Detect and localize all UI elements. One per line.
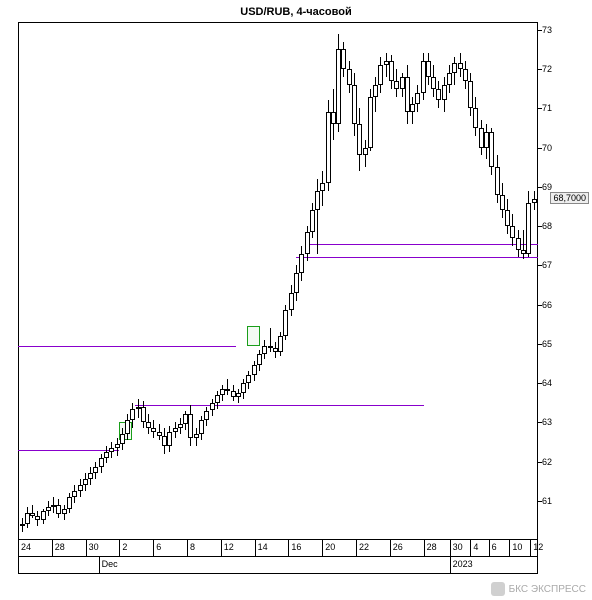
last-price-label: 68,7000 <box>550 192 589 204</box>
support-line <box>307 244 538 245</box>
y-tick-label: 63 <box>542 417 552 427</box>
support-line <box>296 257 538 258</box>
y-tick-label: 67 <box>542 260 552 270</box>
y-tick-label: 73 <box>542 25 552 35</box>
x-tick-label: 20 <box>323 540 357 556</box>
y-tick-label: 62 <box>542 457 552 467</box>
x-tick-label: 28 <box>53 540 87 556</box>
x-tick-label: 30 <box>87 540 121 556</box>
watermark-text: БКС ЭКСПРЕСС <box>509 584 586 595</box>
chart-title: USD/RUB, 4-часовой <box>0 6 592 18</box>
x-tick-label: Dec <box>100 557 451 573</box>
plot-area[interactable] <box>18 22 538 540</box>
x-tick-label: 24 <box>19 540 53 556</box>
x-axis-days: 2428302681214162022262830461012 <box>18 540 538 557</box>
y-tick-label: 71 <box>542 103 552 113</box>
x-tick-label: 4 <box>471 540 489 556</box>
x-axis-months: Dec2023 <box>18 557 538 574</box>
support-line <box>135 405 424 406</box>
y-tick-label: 61 <box>542 496 552 506</box>
y-tick-label: 70 <box>542 143 552 153</box>
watermark: БКС ЭКСПРЕСС <box>491 582 586 596</box>
x-tick-label <box>19 557 100 573</box>
x-tick-label: 10 <box>510 540 531 556</box>
highlight-box <box>247 326 260 346</box>
x-tick-label: 12 <box>531 540 539 556</box>
y-axis: 61 62 63 64 65 66 67 68 69 70 71 72 73 <box>538 22 574 540</box>
x-tick-label: 14 <box>256 540 290 556</box>
y-tick-label: 64 <box>542 378 552 388</box>
x-tick-label: 6 <box>154 540 188 556</box>
y-tick-label: 65 <box>542 339 552 349</box>
x-tick-label: 2 <box>120 540 154 556</box>
support-line <box>18 346 236 347</box>
x-tick-label: 28 <box>425 540 451 556</box>
x-tick-label: 26 <box>391 540 425 556</box>
x-tick-label: 2023 <box>451 557 539 573</box>
y-tick-label: 72 <box>542 64 552 74</box>
x-tick-label: 8 <box>188 540 222 556</box>
x-tick-label: 30 <box>451 540 472 556</box>
x-tick-label: 22 <box>357 540 391 556</box>
x-tick-label: 12 <box>222 540 256 556</box>
x-tick-label: 6 <box>490 540 511 556</box>
x-tick-label: 16 <box>289 540 323 556</box>
watermark-logo-icon <box>491 582 505 596</box>
y-tick-label: 66 <box>542 300 552 310</box>
support-line <box>18 450 119 451</box>
y-tick-label: 69 <box>542 182 552 192</box>
y-tick-label: 68 <box>542 221 552 231</box>
